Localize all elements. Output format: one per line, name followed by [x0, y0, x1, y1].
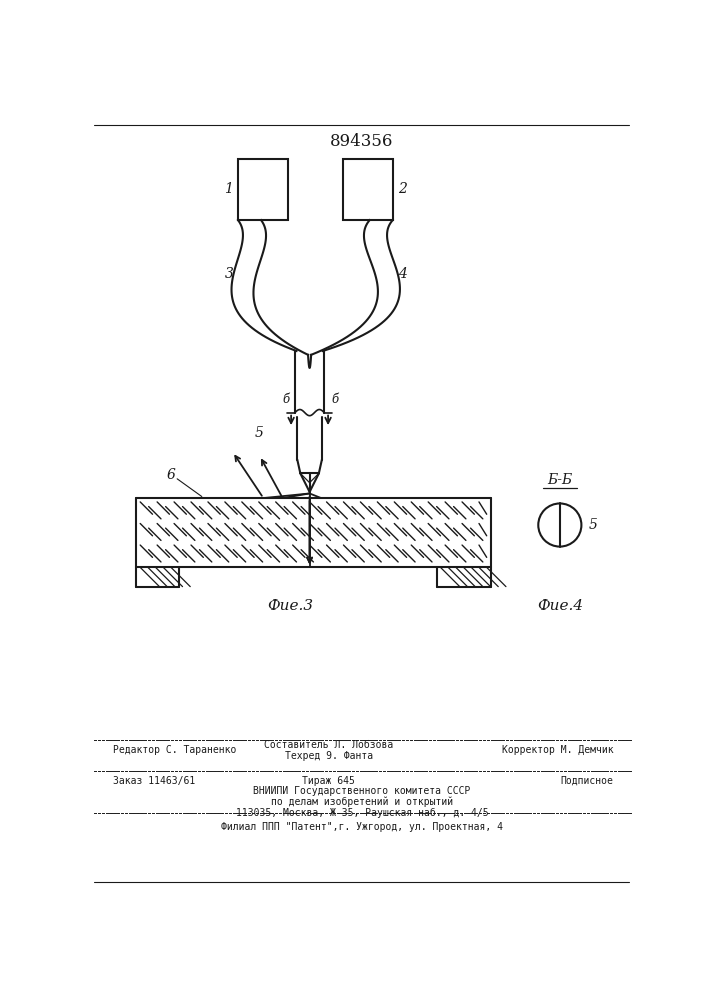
Text: Корректор М. Демчик: Корректор М. Демчик	[502, 745, 614, 755]
Text: по делам изобретений и открытий: по делам изобретений и открытий	[271, 797, 453, 807]
Text: 3: 3	[225, 267, 233, 281]
Text: 1: 1	[225, 182, 233, 196]
Text: Б-Б: Б-Б	[547, 473, 573, 487]
Text: Составитель Л. Лобзова: Составитель Л. Лобзова	[264, 740, 394, 750]
Bar	[343, 158, 393, 220]
Text: 4: 4	[398, 267, 407, 281]
Text: Фие.4: Фие.4	[537, 599, 583, 613]
Text: Подписное: Подписное	[561, 776, 614, 786]
Text: 894356: 894356	[330, 133, 394, 150]
Text: ВНИИПИ Государственного комитета СССР: ВНИИПИ Государственного комитета СССР	[253, 786, 471, 796]
Text: Редактор С. Тараненко: Редактор С. Тараненко	[113, 745, 237, 755]
Text: б: б	[282, 393, 289, 406]
Text: Техред 9. Фанта: Техред 9. Фанта	[285, 751, 373, 761]
Text: 6: 6	[167, 468, 175, 482]
Text: Фие.3: Фие.3	[267, 599, 313, 613]
Text: Заказ 11463/61: Заказ 11463/61	[113, 776, 196, 786]
Text: 2: 2	[398, 182, 407, 196]
Text: Филиал ППП "Патент",г. Ужгород, ул. Проектная, 4: Филиал ППП "Патент",г. Ужгород, ул. Прое…	[221, 822, 503, 832]
Bar	[238, 158, 288, 220]
Text: Тираж 645: Тираж 645	[303, 776, 356, 786]
Text: 5: 5	[255, 426, 264, 440]
Text: б: б	[332, 393, 339, 406]
Text: 113035, Москва, Ж-35, Раушская наб., д. 4/5: 113035, Москва, Ж-35, Раушская наб., д. …	[235, 808, 489, 818]
Text: 5: 5	[589, 518, 598, 532]
